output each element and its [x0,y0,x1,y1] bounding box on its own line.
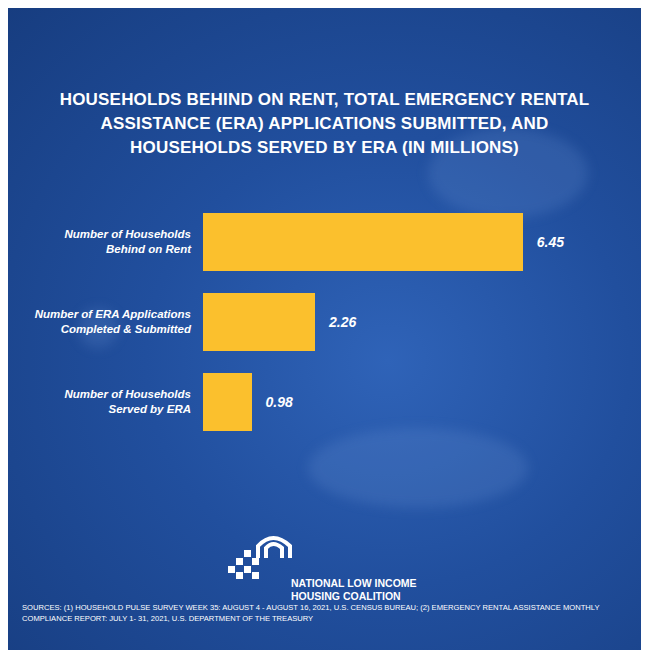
data-label: 2.26 [329,293,356,351]
bar [203,213,523,271]
category-label: Number of Households Served by ERA [31,373,191,431]
bar [203,293,315,351]
background-light [308,428,528,508]
logo-icon [228,528,298,580]
data-label: 6.45 [537,213,564,271]
panel: HOUSEHOLDS BEHIND ON RENT, TOTAL EMERGEN… [8,8,641,650]
title: HOUSEHOLDS BEHIND ON RENT, TOTAL EMERGEN… [48,88,601,160]
bar [203,373,252,431]
category-label: Number of Households Behind on Rent [31,213,191,271]
category-label: Number of ERA Applications Completed & S… [31,293,191,351]
source: SOURCES: (1) HOUSEHOLD PULSE SURVEY WEEK… [22,602,627,624]
data-label: 0.98 [266,373,293,431]
logo-text: NATIONAL LOW INCOME HOUSING COALITION [291,577,421,603]
